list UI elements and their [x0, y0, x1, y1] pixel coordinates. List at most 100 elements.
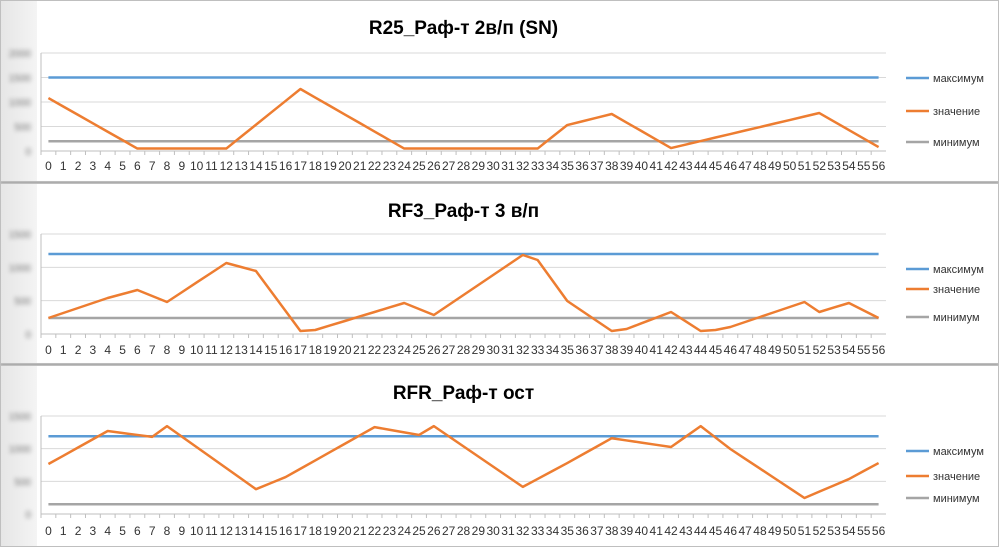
x-tick-label: 27 — [442, 159, 456, 173]
x-tick-label: 48 — [753, 159, 767, 173]
legend-label: значение — [933, 471, 980, 483]
chart-title: R25_Раф-т 2в/п (SN) — [369, 18, 558, 39]
x-tick-label: 29 — [472, 524, 486, 538]
x-tick-label: 39 — [620, 343, 634, 357]
x-tick-label: 10 — [190, 524, 204, 538]
x-tick-label: 11 — [205, 159, 218, 173]
x-tick-label: 55 — [857, 159, 871, 173]
legend-label: минимум — [933, 312, 980, 324]
x-tick-label: 41 — [650, 524, 664, 538]
x-tick-label: 47 — [738, 159, 752, 173]
x-tick-label: 11 — [205, 524, 218, 538]
legend-label: минимум — [933, 137, 980, 149]
x-tick-label: 4 — [104, 159, 111, 173]
y-tick-label: 0 — [25, 147, 31, 158]
x-tick-label: 22 — [368, 159, 382, 173]
x-tick-label: 38 — [605, 524, 619, 538]
x-tick-label: 56 — [872, 159, 886, 173]
x-tick-label: 10 — [190, 343, 204, 357]
x-tick-label: 14 — [249, 159, 263, 173]
x-tick-label: 41 — [650, 343, 664, 357]
x-tick-label: 36 — [575, 343, 589, 357]
x-tick-label: 22 — [368, 343, 382, 357]
x-tick-label: 31 — [501, 159, 515, 173]
x-tick-label: 36 — [575, 524, 589, 538]
chart-panel-r25: R25_Раф-т 2в/п (SN) 2000 1500 1000 500 0 0 1 2 3 4… — [0, 0, 999, 182]
x-tick-label: 24 — [398, 343, 412, 357]
x-tick-label: 54 — [842, 343, 856, 357]
x-tick-label: 46 — [724, 159, 738, 173]
x-tick-label: 46 — [724, 343, 738, 357]
x-tick-label: 37 — [590, 524, 604, 538]
x-tick-label: 41 — [650, 159, 664, 173]
x-tick-label: 49 — [768, 524, 782, 538]
y-tick-label: 1500 — [9, 74, 32, 85]
x-tick-label: 16 — [279, 159, 293, 173]
x-tick-label: 6 — [134, 159, 141, 173]
x-tick-label: 12 — [220, 159, 234, 173]
x-tick-label: 50 — [783, 524, 797, 538]
y-tick-label: 500 — [14, 123, 31, 134]
x-tick-label: 26 — [427, 159, 441, 173]
x-tick-label: 36 — [575, 159, 589, 173]
x-tick-label: 51 — [798, 343, 812, 357]
x-tick-label: 1 — [60, 343, 67, 357]
x-tick-label: 27 — [442, 343, 456, 357]
y-tick-label: 1000 — [9, 98, 32, 109]
y-axis-label-strip — [1, 184, 37, 363]
x-tick-label: 49 — [768, 343, 782, 357]
x-tick-label: 26 — [427, 343, 441, 357]
x-tick-label: 44 — [694, 343, 708, 357]
y-tick-label: 1500 — [9, 230, 32, 241]
x-tick-label: 55 — [857, 343, 871, 357]
x-tick-label: 8 — [164, 343, 171, 357]
x-tick-label: 18 — [309, 524, 323, 538]
x-tick-label: 6 — [134, 343, 141, 357]
series-line-value — [48, 253, 880, 333]
x-tick-label: 48 — [753, 343, 767, 357]
x-tick-label: 21 — [353, 524, 367, 538]
x-tick-label: 23 — [383, 159, 397, 173]
x-tick-label: 24 — [398, 524, 412, 538]
x-tick-label: 37 — [590, 159, 604, 173]
x-tick-label: 29 — [472, 343, 486, 357]
x-tick-label: 49 — [768, 159, 782, 173]
legend-label: максимум — [933, 73, 984, 85]
chart-panel-rfr: RFR_Раф-т ост 1500 1000 500 0 0 1 2 3 4 5 6 7 8 9 10 11 1… — [0, 365, 999, 547]
x-tick-label: 48 — [753, 524, 767, 538]
x-tick-label: 40 — [635, 524, 649, 538]
x-tick-label: 39 — [620, 524, 634, 538]
y-axis-label-strip — [1, 1, 37, 181]
x-tick-label: 30 — [486, 524, 500, 538]
legend-label: максимум — [933, 264, 984, 276]
legend-label: минимум — [933, 493, 980, 505]
x-tick-label: 53 — [827, 159, 841, 173]
x-tick-label: 7 — [149, 343, 156, 357]
x-tick-label: 34 — [546, 343, 560, 357]
x-tick-label: 0 — [45, 343, 52, 357]
chart-panel-rf3: RF3_Раф-т 3 в/п 1500 1000 500 0 0 1 2 3 4 5 6 7 8 9 10 1… — [0, 183, 999, 364]
x-tick-label: 6 — [134, 524, 141, 538]
x-tick-label: 11 — [205, 343, 218, 357]
x-tick-label: 17 — [294, 343, 308, 357]
x-tick-label: 17 — [294, 524, 308, 538]
x-tick-label: 44 — [694, 159, 708, 173]
y-tick-label: 1000 — [9, 445, 32, 456]
x-tick-label: 23 — [383, 343, 397, 357]
x-tick-label: 23 — [383, 524, 397, 538]
x-tick-label: 20 — [338, 343, 352, 357]
x-tick-label: 9 — [178, 524, 185, 538]
x-tick-label: 38 — [605, 159, 619, 173]
x-tick-label: 52 — [813, 524, 827, 538]
x-tick-label: 24 — [398, 159, 412, 173]
chart-title: RFR_Раф-т ост — [393, 383, 534, 404]
x-tick-label: 13 — [234, 343, 248, 357]
x-tick-label: 32 — [516, 524, 530, 538]
x-tick-label: 18 — [309, 343, 323, 357]
x-tick-label: 44 — [694, 524, 708, 538]
x-tick-label: 31 — [501, 343, 515, 357]
x-tick-label: 4 — [104, 524, 111, 538]
x-tick-label: 47 — [738, 343, 752, 357]
